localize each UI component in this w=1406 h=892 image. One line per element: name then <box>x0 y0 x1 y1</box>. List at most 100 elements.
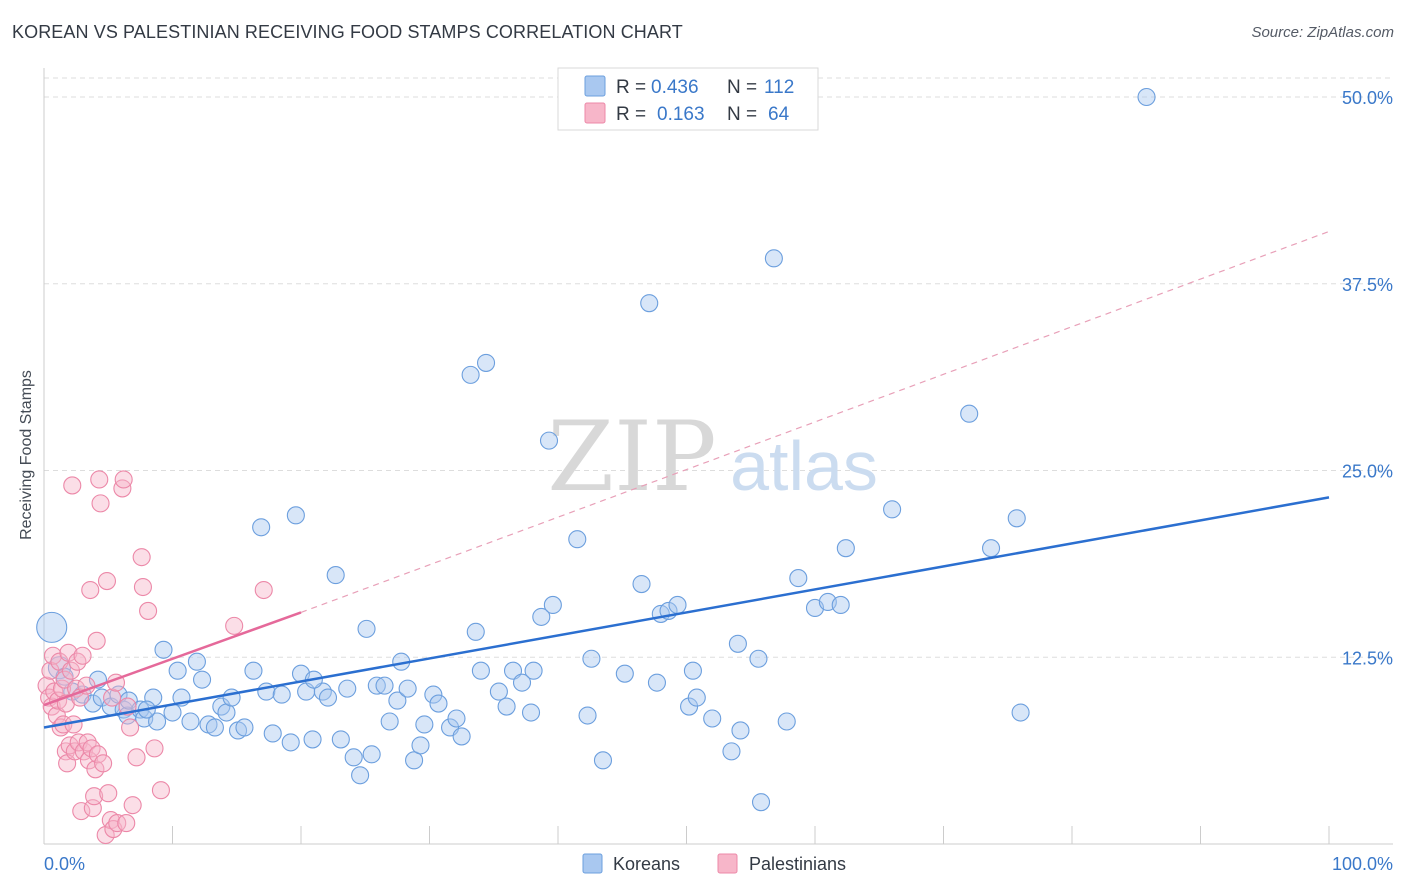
x-tick-label: 100.0% <box>1332 854 1393 874</box>
korean-point <box>578 706 597 725</box>
korean-point <box>749 649 768 668</box>
palestinian-point <box>81 580 100 600</box>
korean-point <box>960 404 979 423</box>
korean-point <box>789 569 808 588</box>
korean-point <box>303 730 322 749</box>
korean-point <box>722 742 741 761</box>
korean-point <box>764 249 783 268</box>
korean-point <box>181 712 200 731</box>
korean-point <box>543 595 562 615</box>
palestinian-point <box>151 781 170 800</box>
palestinian-trend-line <box>43 611 302 707</box>
legend-palestinians-r-value: 0.163 <box>657 104 705 125</box>
legend-bottom-koreans-label: Koreans <box>613 854 680 874</box>
palestinian-point <box>63 476 82 495</box>
palestinian-point <box>113 479 132 498</box>
korean-point <box>212 697 231 716</box>
korean-point <box>831 595 850 615</box>
palestinian-point <box>79 751 99 770</box>
korean-point <box>362 745 381 764</box>
watermark-atlas: atlas <box>730 427 878 505</box>
korean-point <box>263 724 282 743</box>
legend-bottom-palestinians-swatch <box>717 853 738 874</box>
korean-trend-line <box>43 496 1330 729</box>
korean-point <box>568 530 587 549</box>
legend-bottom-koreans-swatch <box>582 853 603 874</box>
palestinian-point <box>145 739 164 758</box>
korean-point <box>497 697 516 716</box>
korean-point <box>728 634 747 653</box>
korean-point <box>476 353 496 372</box>
korean-point <box>647 673 666 692</box>
korean-point <box>981 539 1001 558</box>
legend-bottom: Koreans Palestinians <box>582 853 846 874</box>
palestinian-point <box>61 661 81 680</box>
legend-koreans-swatch <box>584 75 606 97</box>
korean-point <box>471 661 490 680</box>
korean-point <box>380 712 399 731</box>
x-tick-label: 0.0% <box>44 854 85 874</box>
korean-point <box>415 715 434 734</box>
palestinian-point <box>139 601 158 620</box>
korean-point <box>429 694 448 713</box>
korean-point <box>524 661 543 680</box>
korean-point <box>357 619 376 638</box>
korean-point <box>615 664 634 683</box>
korean-point <box>489 682 508 701</box>
watermark: ZIP atlas <box>547 401 878 513</box>
palestinian-point <box>103 688 122 707</box>
korean-point <box>452 727 471 746</box>
korean-point <box>687 688 706 707</box>
korean-point <box>777 712 796 731</box>
palestinian-point <box>72 802 91 821</box>
korean-point <box>466 622 485 641</box>
source-label: Source: ZipAtlas.com <box>1251 24 1394 41</box>
palestinian-point <box>90 470 109 489</box>
korean-point <box>351 766 370 785</box>
korean-point <box>36 611 68 643</box>
korean-point <box>252 518 271 537</box>
korean-point <box>331 730 350 749</box>
korean-point <box>148 712 167 731</box>
korean-point <box>338 679 357 698</box>
legend-palestinians-swatch <box>584 102 606 124</box>
palestinian-point <box>97 572 117 591</box>
palestinian-point <box>225 616 244 635</box>
gridlines <box>44 77 1393 658</box>
palestinian-point <box>87 631 106 650</box>
palestinian-point <box>94 754 113 773</box>
korean-point <box>168 661 187 680</box>
palestinian-point <box>123 796 142 815</box>
legend-koreans-n-value: 112 <box>764 77 794 98</box>
korean-point <box>1007 509 1026 528</box>
korean-point <box>582 649 601 668</box>
korean-point <box>367 676 386 695</box>
y-tick-label: 25.0% <box>1342 462 1393 482</box>
korean-point <box>447 709 466 728</box>
korean-point <box>683 661 702 680</box>
korean-point <box>1137 87 1156 107</box>
palestinian-point <box>91 494 110 513</box>
palestinian-point <box>132 548 151 567</box>
legend-koreans-r-value: 0.436 <box>651 77 699 98</box>
korean-point <box>375 676 394 695</box>
korean-point <box>244 661 263 680</box>
palestinian-point <box>121 718 140 737</box>
palestinian-point <box>68 652 87 671</box>
korean-point <box>154 640 173 659</box>
legend-koreans-n-label: N = <box>727 77 757 98</box>
korean-point <box>751 793 771 812</box>
watermark-zip: ZIP <box>547 401 716 513</box>
palestinian-point <box>254 580 273 600</box>
korean-point <box>326 566 345 585</box>
korean-point <box>272 685 291 704</box>
korean-point <box>461 365 480 384</box>
korean-point <box>640 294 659 313</box>
korean-point <box>1011 703 1030 722</box>
korean-point <box>388 691 407 710</box>
korean-point <box>344 748 363 767</box>
korean-point <box>532 607 551 626</box>
korean-point <box>632 574 651 594</box>
palestinian-trend-dashed <box>300 230 1330 613</box>
y-tick-label: 37.5% <box>1342 275 1393 295</box>
